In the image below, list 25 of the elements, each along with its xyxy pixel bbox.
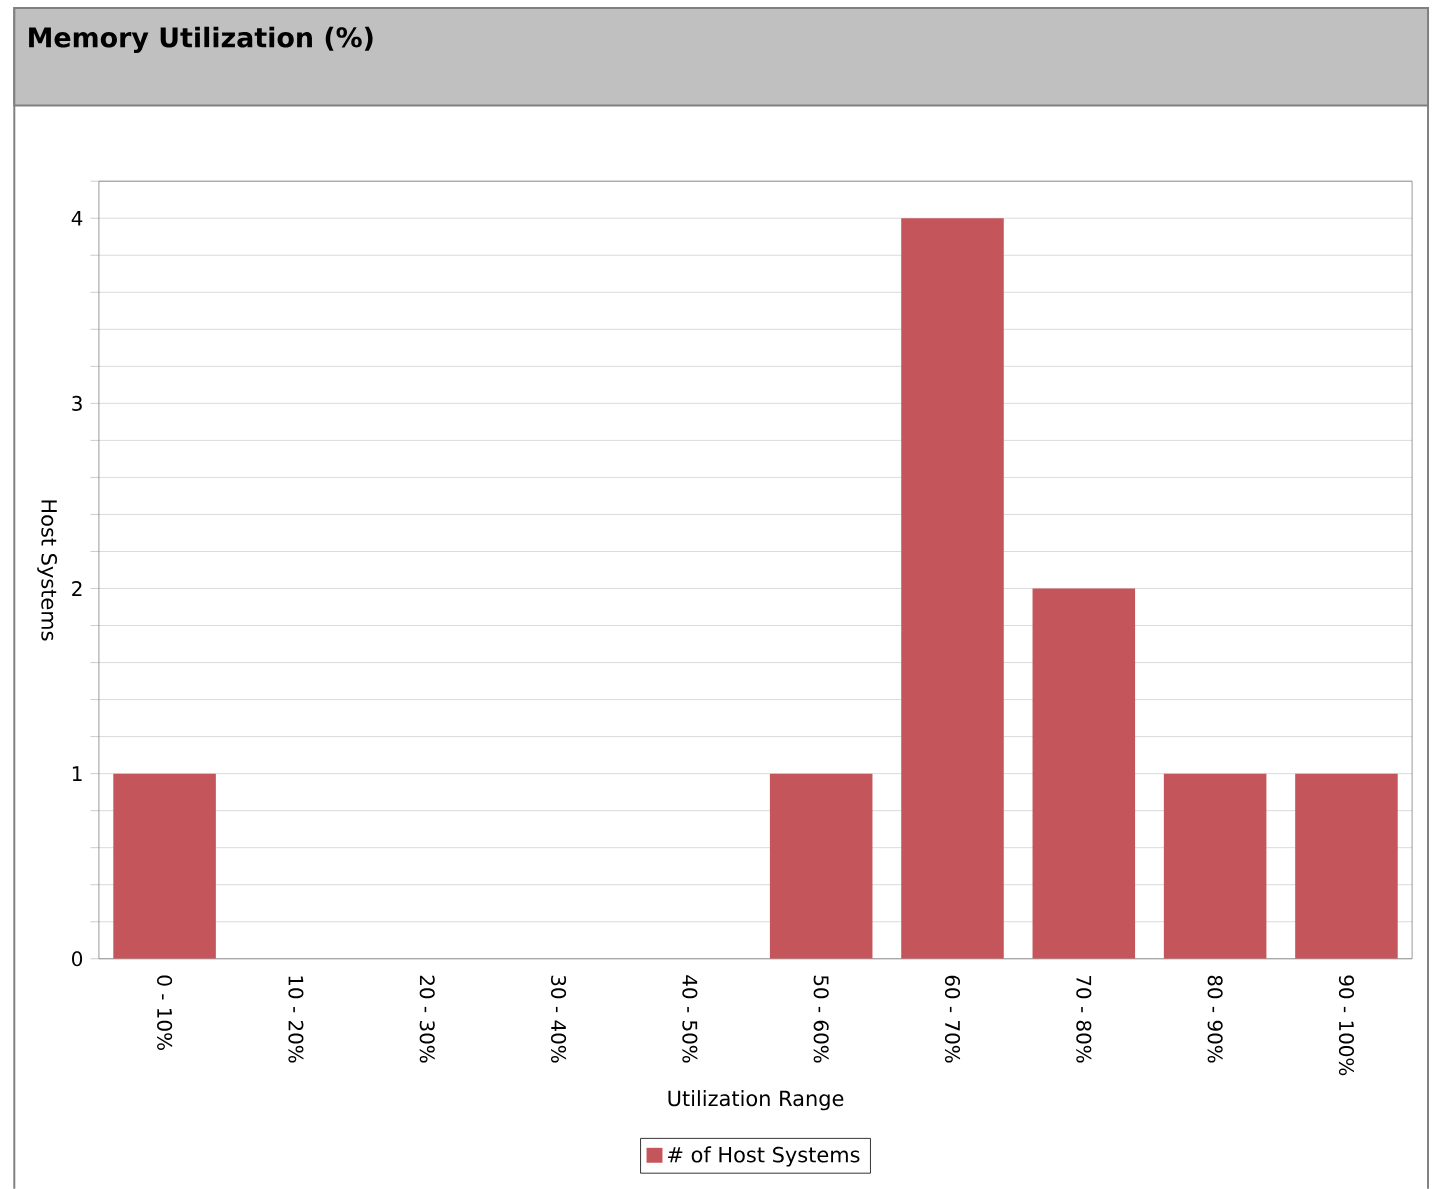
bar xyxy=(1295,773,1398,959)
y-tick-label: 4 xyxy=(71,211,83,226)
bar xyxy=(901,218,1004,959)
x-tick-label: 0 - 10% xyxy=(157,975,173,1051)
legend-label: # of Host Systems xyxy=(668,1146,860,1167)
y-tick-label: 0 xyxy=(72,951,83,967)
y-tick-label: 2 xyxy=(72,581,82,597)
y-tick-label: 3 xyxy=(72,395,82,412)
y-axis-title: Host Systems xyxy=(37,500,58,641)
x-tick-label: 40 - 50% xyxy=(682,975,698,1063)
bar xyxy=(1032,588,1136,959)
chart-title: Memory Utilization (%) xyxy=(29,26,373,54)
x-axis-title: Utilization Range xyxy=(668,1090,844,1111)
bar xyxy=(769,773,873,959)
bar xyxy=(113,773,216,959)
x-tick-label: 90 - 100% xyxy=(1338,975,1354,1076)
x-tick-label: 60 - 70% xyxy=(944,975,961,1063)
x-tick-label: 10 - 20% xyxy=(288,976,304,1063)
x-tick-label: 50 - 60% xyxy=(813,975,829,1063)
bar xyxy=(1163,773,1267,959)
x-tick-label: 20 - 30% xyxy=(419,975,435,1063)
x-tick-label: 80 - 90% xyxy=(1207,975,1223,1063)
y-tick-label: 1 xyxy=(72,766,82,782)
x-tick-label: 70 - 80% xyxy=(1076,976,1092,1063)
x-tick-label: 30 - 40% xyxy=(551,975,567,1063)
